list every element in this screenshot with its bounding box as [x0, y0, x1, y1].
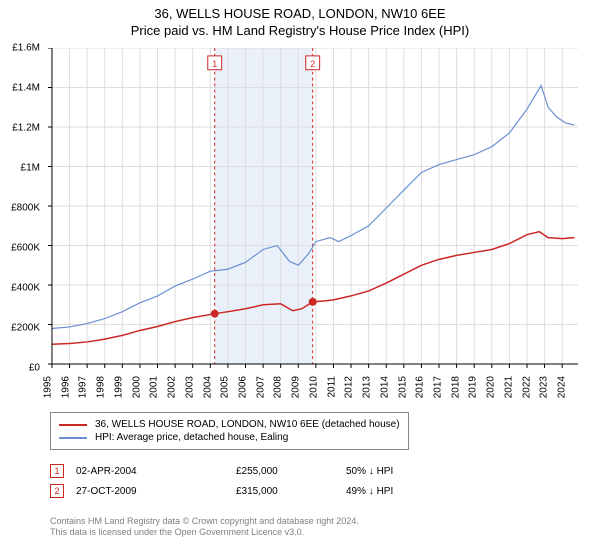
legend-label: HPI: Average price, detached house, Eali… [95, 432, 288, 443]
x-tick-label: 2023 [539, 376, 550, 398]
marker-pct: 49% ↓ HPI [346, 486, 466, 497]
x-tick-label: 2022 [521, 376, 532, 398]
footer-line2: This data is licensed under the Open Gov… [50, 527, 359, 538]
x-tick-label: 2007 [255, 376, 266, 398]
plot-area: 12 [48, 48, 578, 368]
x-tick-label: 2018 [450, 376, 461, 398]
x-tick-label: 2002 [167, 376, 178, 398]
x-tick-label: 2017 [432, 376, 443, 398]
y-tick-label: £1.2M [12, 123, 40, 134]
x-tick-label: 2009 [291, 376, 302, 398]
x-tick-label: 2016 [415, 376, 426, 398]
title-subtitle: Price paid vs. HM Land Registry's House … [0, 23, 600, 38]
marker-row: 2 27-OCT-2009£315,00049% ↓ HPI [50, 484, 550, 498]
legend-swatch [59, 424, 87, 426]
y-tick-label: £800K [11, 203, 40, 214]
marker-price: £315,000 [236, 486, 346, 497]
x-tick-label: 2010 [308, 376, 319, 398]
x-tick-label: 2003 [184, 376, 195, 398]
x-tick-label: 2015 [397, 376, 408, 398]
x-tick-label: 2006 [237, 376, 248, 398]
marker-date: 02-APR-2004 [76, 466, 236, 477]
footer-attribution: Contains HM Land Registry data © Crown c… [50, 516, 359, 539]
x-tick-label: 2008 [273, 376, 284, 398]
x-tick-label: 1995 [43, 376, 54, 398]
x-tick-label: 2019 [468, 376, 479, 398]
x-tick-label: 2001 [149, 376, 160, 398]
footer-line1: Contains HM Land Registry data © Crown c… [50, 516, 359, 527]
marker-index-box: 1 [50, 464, 64, 478]
y-tick-label: £400K [11, 283, 40, 294]
y-axis: £0£200K£400K£600K£800K£1M£1.2M£1.4M£1.6M [0, 48, 44, 368]
y-tick-label: £1M [21, 163, 40, 174]
svg-text:2: 2 [310, 59, 315, 69]
x-tick-label: 2011 [326, 376, 337, 398]
marker-table: 1 02-APR-2004£255,00050% ↓ HPI 2 27-OCT-200… [50, 458, 550, 504]
legend-entry: 36, WELLS HOUSE ROAD, LONDON, NW10 6EE (… [59, 419, 400, 430]
x-tick-label: 2013 [362, 376, 373, 398]
x-tick-label: 2014 [379, 376, 390, 398]
x-tick-label: 2024 [557, 376, 568, 398]
x-tick-label: 2020 [486, 376, 497, 398]
marker-price: £255,000 [236, 466, 346, 477]
legend-label: 36, WELLS HOUSE ROAD, LONDON, NW10 6EE (… [95, 419, 400, 430]
x-tick-label: 2012 [344, 376, 355, 398]
x-tick-label: 2005 [220, 376, 231, 398]
marker-date: 27-OCT-2009 [76, 486, 236, 497]
x-tick-label: 1996 [60, 376, 71, 398]
line-chart: 12 [48, 48, 578, 368]
y-tick-label: £1.6M [12, 43, 40, 54]
x-tick-label: 1997 [78, 376, 89, 398]
x-tick-label: 2000 [131, 376, 142, 398]
chart-container: 36, WELLS HOUSE ROAD, LONDON, NW10 6EE P… [0, 0, 600, 560]
svg-text:1: 1 [212, 59, 217, 69]
legend-swatch [59, 437, 87, 439]
legend: 36, WELLS HOUSE ROAD, LONDON, NW10 6EE (… [50, 412, 409, 450]
x-tick-label: 2021 [503, 376, 514, 398]
marker-row: 1 02-APR-2004£255,00050% ↓ HPI [50, 464, 550, 478]
title-block: 36, WELLS HOUSE ROAD, LONDON, NW10 6EE P… [0, 0, 600, 38]
y-tick-label: £0 [29, 363, 40, 374]
y-tick-label: £200K [11, 323, 40, 334]
y-tick-label: £1.4M [12, 83, 40, 94]
marker-pct: 50% ↓ HPI [346, 466, 466, 477]
title-address: 36, WELLS HOUSE ROAD, LONDON, NW10 6EE [0, 6, 600, 21]
x-tick-label: 1999 [113, 376, 124, 398]
x-axis: 1995199619971998199920002001200220032004… [48, 370, 578, 410]
y-tick-label: £600K [11, 243, 40, 254]
x-tick-label: 2004 [202, 376, 213, 398]
x-tick-label: 1998 [96, 376, 107, 398]
legend-entry: HPI: Average price, detached house, Eali… [59, 432, 400, 443]
marker-index-box: 2 [50, 484, 64, 498]
